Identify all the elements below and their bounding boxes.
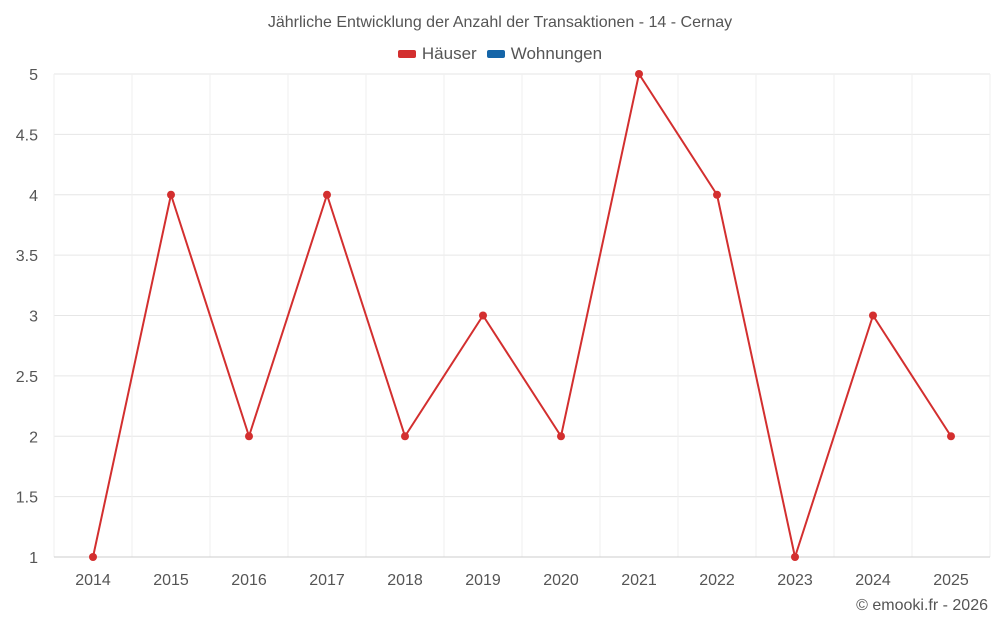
- legend-item-haeuser[interactable]: Häuser: [397, 44, 477, 64]
- x-tick-label: 2016: [231, 572, 267, 589]
- y-tick-label: 3: [29, 309, 38, 326]
- data-point[interactable]: [89, 553, 97, 561]
- data-point[interactable]: [479, 311, 487, 320]
- y-tick-label: 3.5: [16, 248, 38, 265]
- x-tick-label: 2017: [309, 572, 345, 589]
- y-tick-label: 2: [29, 429, 38, 446]
- x-tick-label: 2025: [933, 572, 969, 589]
- data-point[interactable]: [869, 311, 877, 320]
- series-line-0: [92, 73, 952, 558]
- data-point[interactable]: [713, 190, 721, 199]
- axes: 1 1.5 2 2.5 3 3.5 4 4.5 5 2014 2015 2016 2017 2018 201…: [16, 67, 990, 589]
- chart-title: Jährliche Entwicklung der Anzahl der Tra…: [267, 14, 733, 31]
- x-tick-label: 2018: [387, 572, 423, 589]
- legend-label-haeuser: Häuser: [421, 44, 477, 63]
- y-tick-label: 2.5: [16, 369, 38, 386]
- series-layer: [89, 70, 955, 561]
- grid-lines: [53, 73, 991, 558]
- y-tick-label: 5: [29, 67, 38, 84]
- x-tick-label: 2020: [543, 572, 579, 589]
- legend-swatch-haeuser: [397, 50, 416, 58]
- data-point[interactable]: [791, 553, 799, 561]
- y-tick-label: 4: [29, 188, 38, 205]
- x-tick-label: 2019: [465, 572, 501, 589]
- y-tick-label: 4.5: [16, 127, 38, 144]
- data-point[interactable]: [557, 432, 565, 441]
- data-point[interactable]: [947, 432, 955, 441]
- y-tick-label: 1.5: [16, 490, 38, 507]
- x-tick-label: 2023: [777, 572, 813, 589]
- legend-label-wohnungen: Wohnungen: [510, 44, 603, 63]
- data-point[interactable]: [401, 432, 409, 441]
- x-tick-label: 2014: [75, 572, 111, 589]
- data-point[interactable]: [323, 190, 331, 199]
- legend-item-wohnungen[interactable]: Wohnungen: [486, 44, 603, 64]
- x-tick-label: 2022: [699, 572, 735, 589]
- credit-text: © emooki.fr - 2026: [856, 597, 988, 614]
- data-point[interactable]: [245, 432, 253, 441]
- legend: Häuser Wohnungen: [0, 44, 1000, 64]
- data-point[interactable]: [635, 70, 643, 78]
- x-tick-label: 2024: [855, 572, 891, 589]
- y-tick-label: 1: [29, 550, 38, 567]
- legend-swatch-wohnungen: [486, 50, 505, 58]
- x-tick-label: 2021: [621, 572, 657, 589]
- x-tick-label: 2015: [153, 572, 189, 589]
- data-point[interactable]: [167, 190, 175, 199]
